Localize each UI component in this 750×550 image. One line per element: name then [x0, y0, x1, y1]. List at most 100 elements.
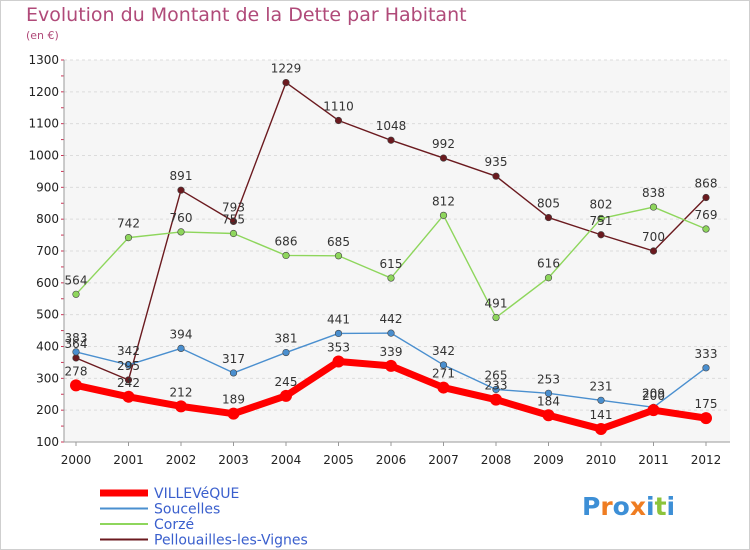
data-point — [72, 290, 80, 298]
x-tick-label: 2000 — [61, 453, 92, 467]
data-point — [282, 79, 290, 87]
data-label: 394 — [170, 327, 193, 341]
data-label: 278 — [65, 364, 88, 378]
data-label: 141 — [590, 408, 613, 422]
data-point — [647, 404, 660, 417]
data-point — [649, 247, 658, 255]
data-point — [282, 348, 290, 357]
data-point — [334, 116, 343, 125]
data-point — [72, 348, 80, 356]
data-label: 265 — [485, 368, 508, 382]
data-point — [227, 407, 240, 420]
legend-label: VILLEVéQUE — [154, 486, 239, 502]
data-label: 805 — [537, 197, 560, 211]
data-point — [542, 409, 555, 422]
data-point — [492, 313, 500, 322]
data-point — [702, 225, 710, 233]
y-tick-label: 1200 — [28, 85, 59, 99]
data-label: 383 — [65, 331, 88, 345]
x-tick-label: 2009 — [533, 453, 564, 467]
legend-label: Soucelles — [154, 502, 220, 518]
logo-letter: x — [630, 492, 646, 521]
data-label: 442 — [380, 312, 403, 326]
data-label: 1048 — [376, 119, 407, 133]
y-tick-label: 600 — [36, 276, 59, 290]
y-tick-label: 300 — [36, 371, 59, 385]
data-label: 342 — [432, 344, 455, 358]
y-tick-label: 400 — [36, 340, 59, 354]
y-tick-label: 100 — [36, 435, 59, 449]
data-point — [332, 355, 345, 368]
data-point — [700, 412, 712, 425]
data-point — [597, 396, 605, 404]
y-tick-label: 1100 — [28, 117, 59, 131]
x-tick-label: 2003 — [218, 453, 249, 467]
data-label: 685 — [327, 235, 350, 249]
data-point — [439, 211, 448, 219]
logo-letter: i — [667, 492, 676, 521]
data-point — [177, 186, 185, 194]
data-label: 812 — [432, 194, 455, 208]
logo-letter: P — [582, 492, 600, 521]
data-point — [597, 214, 605, 223]
data-label: 1110 — [323, 99, 354, 113]
data-point — [387, 274, 395, 282]
series-villev-que — [70, 355, 712, 435]
data-point — [229, 217, 238, 225]
logo-letter: i — [646, 492, 655, 521]
data-label: 1229 — [271, 62, 302, 76]
data-point — [280, 389, 292, 402]
data-label: 184 — [537, 394, 560, 408]
x-tick-label: 2004 — [271, 453, 302, 467]
data-label: 242 — [117, 376, 140, 390]
x-tick-label: 2001 — [113, 453, 144, 467]
legend-label: Corzé — [154, 517, 194, 533]
data-point — [437, 381, 450, 394]
data-label: 212 — [170, 385, 193, 399]
data-label: 491 — [485, 297, 508, 311]
data-point — [439, 154, 448, 162]
data-point — [439, 361, 448, 369]
series-pellouailles-les-vignes — [72, 79, 710, 384]
data-label: 793 — [222, 200, 245, 214]
y-tick-label: 1300 — [28, 53, 59, 67]
y-tick-label: 700 — [36, 244, 59, 258]
data-label: 295 — [117, 359, 140, 373]
data-point — [492, 385, 500, 394]
data-label: 769 — [695, 208, 718, 222]
data-label: 441 — [327, 312, 350, 326]
logo-letter: o — [613, 492, 630, 521]
y-tick-label: 500 — [36, 308, 59, 322]
data-label: 381 — [275, 332, 298, 346]
logo-letter: t — [655, 492, 667, 521]
x-tick-label: 2010 — [586, 453, 617, 467]
x-tick-label: 2005 — [323, 453, 354, 467]
data-point — [124, 376, 133, 384]
data-point — [282, 251, 290, 260]
data-point — [122, 390, 135, 403]
x-tick-label: 2002 — [166, 453, 197, 467]
y-tick-label: 900 — [36, 180, 59, 194]
data-label: 339 — [380, 345, 403, 359]
x-tick-label: 2011 — [638, 453, 669, 467]
data-label: 802 — [590, 198, 613, 212]
x-tick-label: 2008 — [481, 453, 512, 467]
data-label: 992 — [432, 137, 455, 151]
data-point — [544, 389, 553, 397]
data-point — [595, 422, 607, 435]
data-point — [124, 361, 133, 369]
data-label: 245 — [275, 375, 298, 389]
x-tick-label: 2012 — [691, 453, 722, 467]
data-label: 760 — [170, 211, 193, 225]
chart-title: Evolution du Montant de la Dette par Hab… — [26, 4, 467, 26]
y-tick-label: 200 — [36, 403, 59, 417]
data-label: 253 — [537, 372, 560, 386]
y-tick-label: 1000 — [28, 149, 59, 163]
data-label: 200 — [642, 389, 665, 403]
data-point — [177, 228, 185, 236]
data-label: 742 — [117, 217, 140, 231]
data-label: 271 — [432, 367, 455, 381]
data-point — [702, 193, 710, 202]
data-point — [492, 172, 500, 180]
